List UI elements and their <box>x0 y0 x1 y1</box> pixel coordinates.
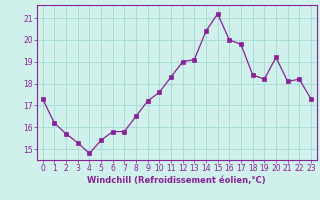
X-axis label: Windchill (Refroidissement éolien,°C): Windchill (Refroidissement éolien,°C) <box>87 176 266 185</box>
